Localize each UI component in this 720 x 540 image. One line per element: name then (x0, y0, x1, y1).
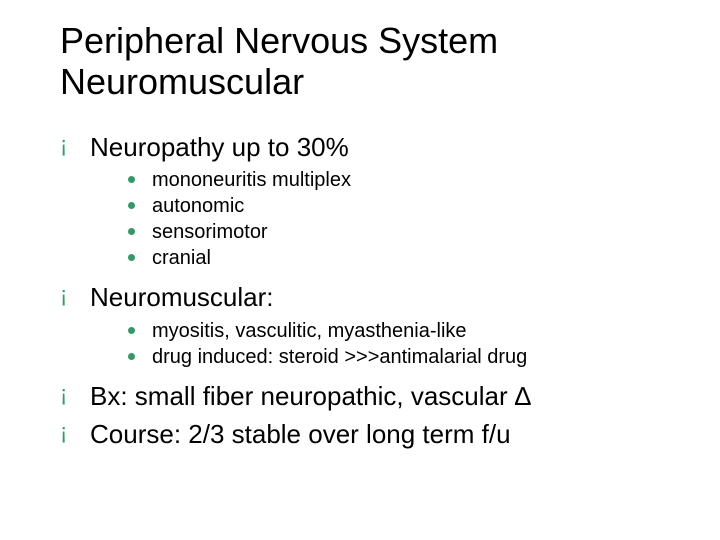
bullet-list-level2: myositis, vasculitic, myasthenia-like dr… (90, 318, 680, 370)
dot-bullet-icon (128, 254, 135, 261)
list-item: mononeuritis multiplex (128, 167, 680, 193)
slide: Peripheral Nervous System Neuromuscular … (0, 0, 720, 540)
level1-text: Course: 2/3 stable over long term f/u (90, 419, 511, 449)
slide-title: Peripheral Nervous System Neuromuscular (60, 20, 680, 103)
prefix-text: Course: (90, 419, 188, 449)
list-item: ¡ Bx: small fiber neuropathic, vascular … (60, 380, 680, 413)
circle-bullet-icon: ¡ (60, 421, 67, 443)
level2-text: autonomic (152, 195, 244, 217)
circle-bullet-icon: ¡ (60, 134, 67, 156)
list-item: ¡ Course: 2/3 stable over long term f/u (60, 418, 680, 451)
prefix-text: Bx: (90, 381, 135, 411)
dot-bullet-icon (128, 176, 135, 183)
list-item: ¡ Neuropathy up to 30% mononeuritis mult… (60, 131, 680, 272)
main-text: 2/3 stable over long term f/u (188, 419, 510, 449)
list-item: cranial (128, 245, 680, 271)
list-item: sensorimotor (128, 219, 680, 245)
level1-text: Bx: small fiber neuropathic, vascular ∆ (90, 381, 531, 411)
dot-bullet-icon (128, 228, 135, 235)
level2-text: mononeuritis multiplex (152, 169, 351, 191)
list-item: myositis, vasculitic, myasthenia-like (128, 318, 680, 344)
circle-bullet-icon: ¡ (60, 383, 67, 405)
dot-bullet-icon (128, 327, 135, 334)
dot-bullet-icon (128, 353, 135, 360)
dot-bullet-icon (128, 202, 135, 209)
bullet-list-level1: ¡ Neuropathy up to 30% mononeuritis mult… (60, 131, 680, 451)
circle-bullet-icon: ¡ (60, 284, 67, 306)
level1-text: Neuromuscular: (90, 282, 274, 312)
level2-text: drug induced: steroid >>>antimalarial dr… (152, 346, 527, 368)
list-item: autonomic (128, 193, 680, 219)
main-text: small fiber neuropathic, vascular ∆ (135, 381, 531, 411)
level1-text: Neuropathy up to 30% (90, 132, 349, 162)
level2-text: sensorimotor (152, 221, 268, 243)
level2-text: cranial (152, 247, 211, 269)
list-item: ¡ Neuromuscular: myositis, vasculitic, m… (60, 281, 680, 370)
bullet-list-level2: mononeuritis multiplex autonomic sensori… (90, 167, 680, 271)
level2-text: myositis, vasculitic, myasthenia-like (152, 320, 467, 342)
list-item: drug induced: steroid >>>antimalarial dr… (128, 344, 680, 370)
